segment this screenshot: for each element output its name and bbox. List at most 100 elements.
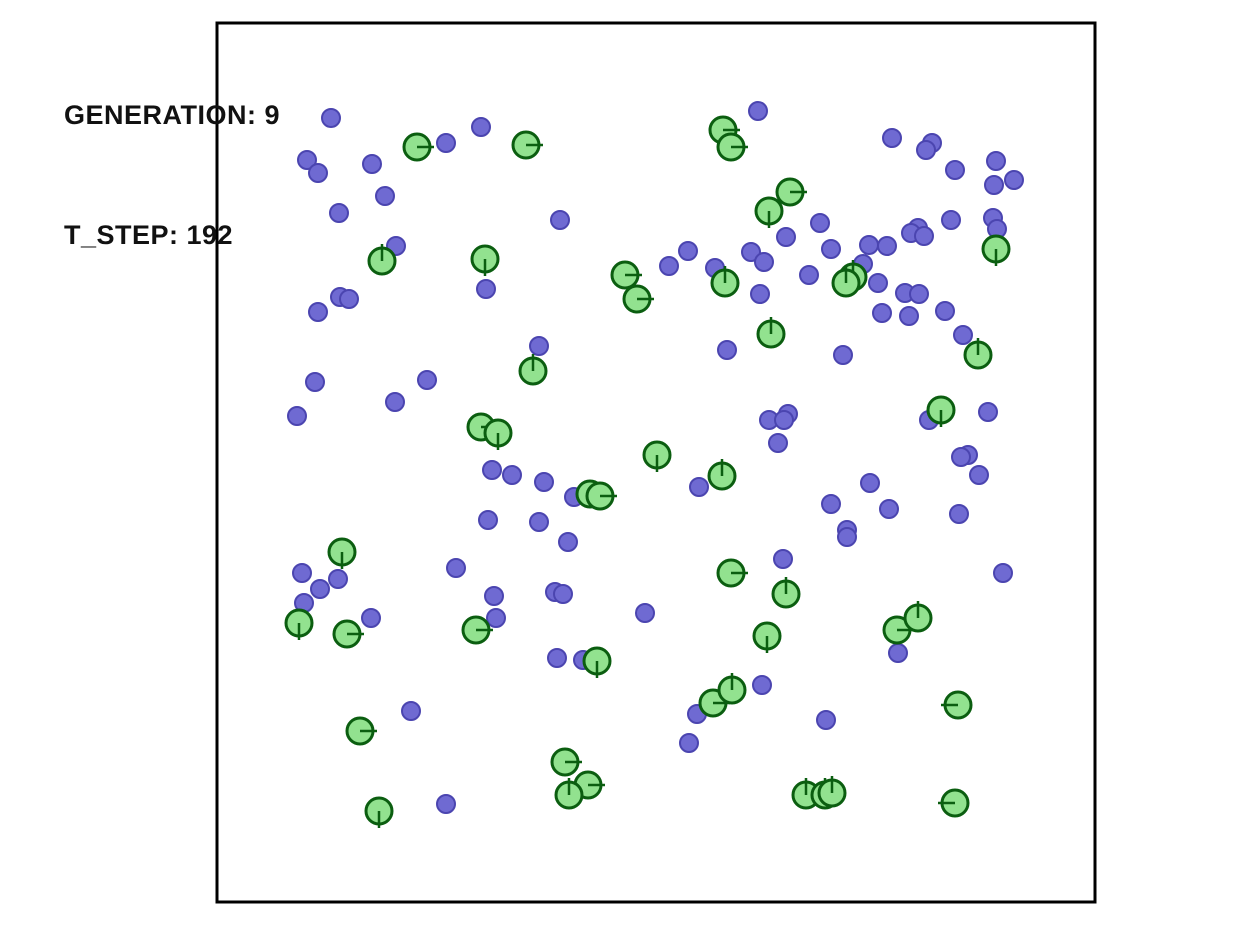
organism — [831, 266, 861, 298]
organism — [716, 558, 748, 588]
food-pellet — [361, 608, 381, 628]
organism — [402, 132, 434, 162]
organism-layer — [284, 115, 1011, 828]
food-pellet — [978, 402, 998, 422]
food-pellet — [882, 128, 902, 148]
food-pellet — [558, 532, 578, 552]
food-pellet — [969, 465, 989, 485]
food-pellet — [879, 499, 899, 519]
food-pellet — [339, 289, 359, 309]
organism — [941, 690, 973, 720]
organism — [332, 619, 364, 649]
food-pellet — [308, 163, 328, 183]
organism — [470, 244, 500, 276]
food-pellet — [914, 226, 934, 246]
food-pellet — [752, 675, 772, 695]
food-pellet — [810, 213, 830, 233]
food-pellet — [362, 154, 382, 174]
food-pellet — [305, 372, 325, 392]
food-pellet — [550, 210, 570, 230]
food-pellet — [935, 301, 955, 321]
organism — [610, 260, 642, 290]
food-pellet — [821, 494, 841, 514]
food-pellet — [534, 472, 554, 492]
food-pellet — [292, 563, 312, 583]
food-pellet — [436, 794, 456, 814]
food-pellet — [888, 643, 908, 663]
food-pellet — [529, 336, 549, 356]
food-pellet — [993, 563, 1013, 583]
food-pellet — [401, 701, 421, 721]
food-pellet — [953, 325, 973, 345]
organism — [817, 776, 847, 808]
food-pellet — [837, 527, 857, 547]
food-pellet — [984, 175, 1004, 195]
food-pellet — [872, 303, 892, 323]
food-pellet — [773, 549, 793, 569]
food-pellet — [659, 256, 679, 276]
food-pellet — [297, 150, 317, 170]
organism — [642, 440, 672, 472]
organism — [554, 778, 584, 810]
food-pellet — [287, 406, 307, 426]
t-step-label: T_STEP: 192 — [64, 220, 234, 250]
food-pellet — [949, 504, 969, 524]
organism — [771, 577, 801, 609]
organism — [754, 196, 784, 228]
food-pellet — [375, 186, 395, 206]
food-pellet — [553, 584, 573, 604]
food-pellet — [799, 265, 819, 285]
food-pellet — [774, 410, 794, 430]
food-pellet — [484, 586, 504, 606]
organism — [775, 177, 807, 207]
food-pellet — [754, 252, 774, 272]
food-pellet — [833, 345, 853, 365]
organism — [364, 796, 394, 828]
food-pellet — [816, 710, 836, 730]
food-pellet — [741, 242, 761, 262]
organism — [511, 130, 543, 160]
organism — [752, 621, 782, 653]
organism — [518, 354, 548, 386]
food-pellet — [945, 160, 965, 180]
food-pellet — [717, 340, 737, 360]
arena-border — [215, 21, 1097, 904]
food-pellet — [321, 108, 341, 128]
food-pellet — [471, 117, 491, 137]
organism — [483, 418, 513, 450]
food-pellet — [678, 241, 698, 261]
food-pellet — [436, 133, 456, 153]
food-pellet — [909, 284, 929, 304]
food-pellet — [899, 306, 919, 326]
food-pellet — [748, 101, 768, 121]
food-pellet — [776, 227, 796, 247]
organism — [284, 608, 314, 640]
organism — [585, 481, 617, 511]
organism — [963, 338, 993, 370]
food-pellet — [941, 210, 961, 230]
food-pellet — [986, 151, 1006, 171]
food-pellet — [859, 235, 879, 255]
organism — [461, 615, 493, 645]
organism — [926, 395, 956, 427]
food-pellet — [486, 608, 506, 628]
food-pellet — [768, 433, 788, 453]
food-pellet — [476, 279, 496, 299]
organism — [716, 132, 748, 162]
food-pellet — [308, 302, 328, 322]
organism — [367, 244, 397, 276]
food-pellet — [1004, 170, 1024, 190]
food-pellet — [478, 510, 498, 530]
food-pellet — [916, 140, 936, 160]
food-pellet — [328, 569, 348, 589]
food-pellet — [529, 512, 549, 532]
food-pellet — [877, 236, 897, 256]
food-pellet — [635, 603, 655, 623]
food-pellet — [750, 284, 770, 304]
food-pellet — [860, 473, 880, 493]
food-pellet — [868, 273, 888, 293]
generation-label: GENERATION: 9 — [64, 100, 281, 130]
food-pellet — [502, 465, 522, 485]
organism — [622, 284, 654, 314]
